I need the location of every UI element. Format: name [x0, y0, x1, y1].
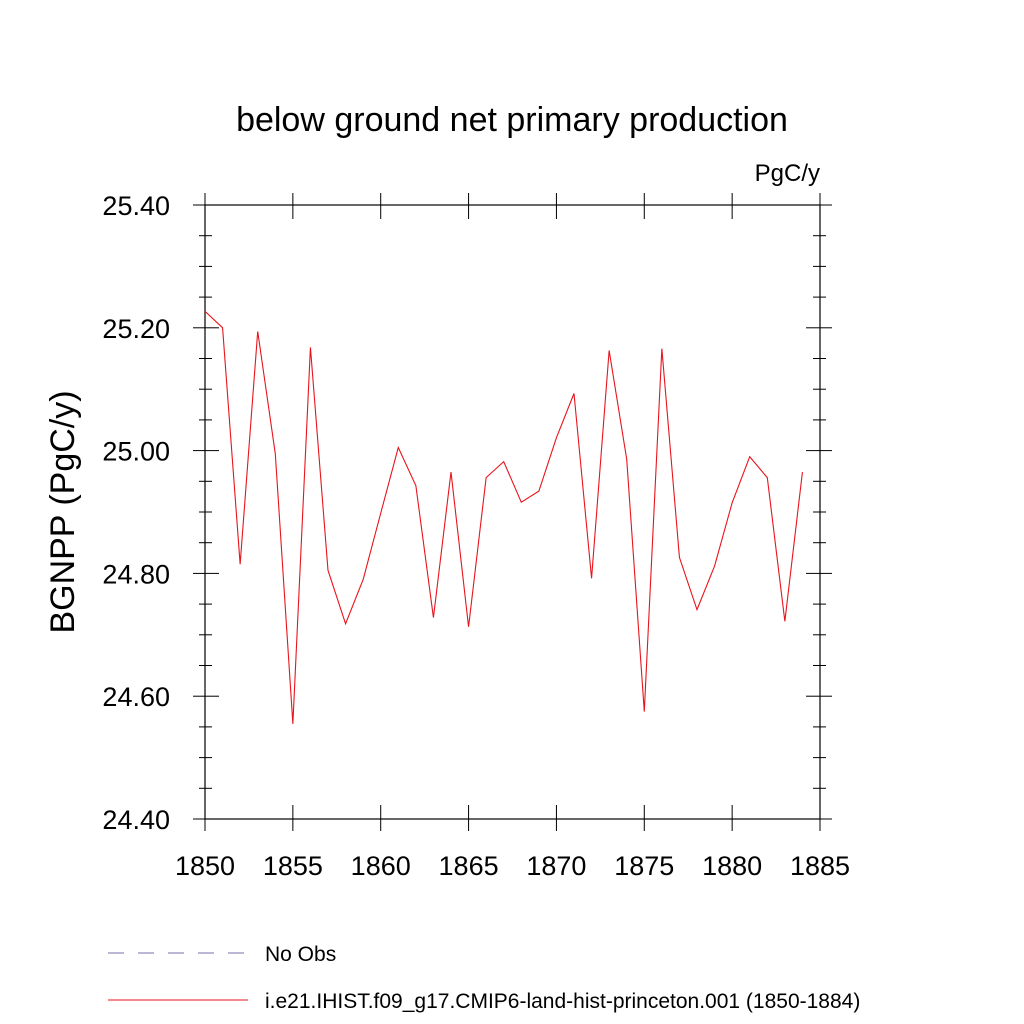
- y-tick-label: 24.40: [102, 805, 170, 835]
- legend-label-0: No Obs: [265, 943, 336, 966]
- series-lines: [204, 310, 803, 724]
- x-tick-label: 1860: [351, 851, 411, 881]
- y-axis-label: BGNPP (PgC/y): [44, 390, 82, 633]
- tick-labels: 1850 1855 1860 1865 1870 1875 1880 1885 24.40 24.…: [102, 191, 850, 881]
- legend: No Obs i.e21.IHIST.f09_g17.CMIP6-land-his…: [108, 943, 860, 1013]
- y-tick-label: 25.00: [102, 437, 170, 467]
- series-line-1: [204, 310, 803, 724]
- x-tick-label: 1875: [614, 851, 674, 881]
- x-tick-label: 1885: [790, 851, 850, 881]
- y-tick-label: 24.60: [102, 682, 170, 712]
- units-label: PgC/y: [755, 160, 820, 187]
- x-tick-label: 1865: [439, 851, 499, 881]
- y-tick-label: 24.80: [102, 559, 170, 589]
- y-tick-label: 25.20: [102, 314, 170, 344]
- y-tick-label: 25.40: [102, 191, 170, 221]
- plot-frame: [204, 204, 821, 820]
- x-tick-label: 1880: [702, 851, 762, 881]
- x-tick-label: 1850: [175, 851, 235, 881]
- x-tick-label: 1870: [526, 851, 586, 881]
- legend-label-1: i.e21.IHIST.f09_g17.CMIP6-land-hist-prin…: [265, 990, 860, 1013]
- x-tick-label: 1855: [263, 851, 323, 881]
- chart-title: below ground net primary production: [236, 101, 788, 139]
- axis-ticks: [193, 193, 832, 831]
